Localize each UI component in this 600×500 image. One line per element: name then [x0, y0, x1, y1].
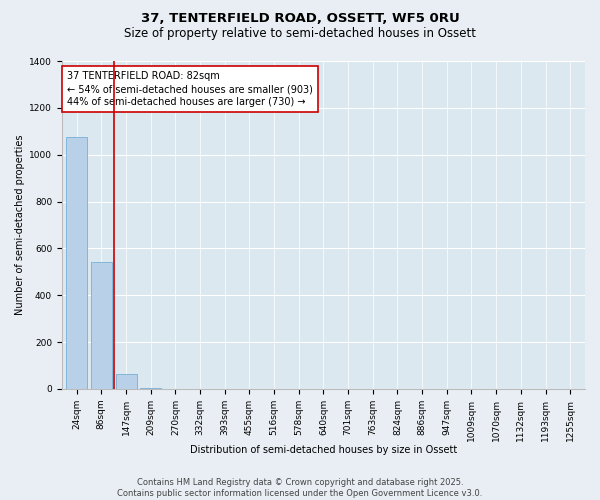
X-axis label: Distribution of semi-detached houses by size in Ossett: Distribution of semi-detached houses by … — [190, 445, 457, 455]
Text: 37, TENTERFIELD ROAD, OSSETT, WF5 0RU: 37, TENTERFIELD ROAD, OSSETT, WF5 0RU — [140, 12, 460, 26]
Text: Size of property relative to semi-detached houses in Ossett: Size of property relative to semi-detach… — [124, 28, 476, 40]
Bar — [140, 388, 161, 389]
Bar — [116, 374, 137, 389]
Text: Contains HM Land Registry data © Crown copyright and database right 2025.
Contai: Contains HM Land Registry data © Crown c… — [118, 478, 482, 498]
Y-axis label: Number of semi-detached properties: Number of semi-detached properties — [15, 134, 25, 315]
Bar — [66, 137, 87, 389]
Bar — [91, 262, 112, 389]
Text: 37 TENTERFIELD ROAD: 82sqm
← 54% of semi-detached houses are smaller (903)
44% o: 37 TENTERFIELD ROAD: 82sqm ← 54% of semi… — [67, 71, 313, 107]
